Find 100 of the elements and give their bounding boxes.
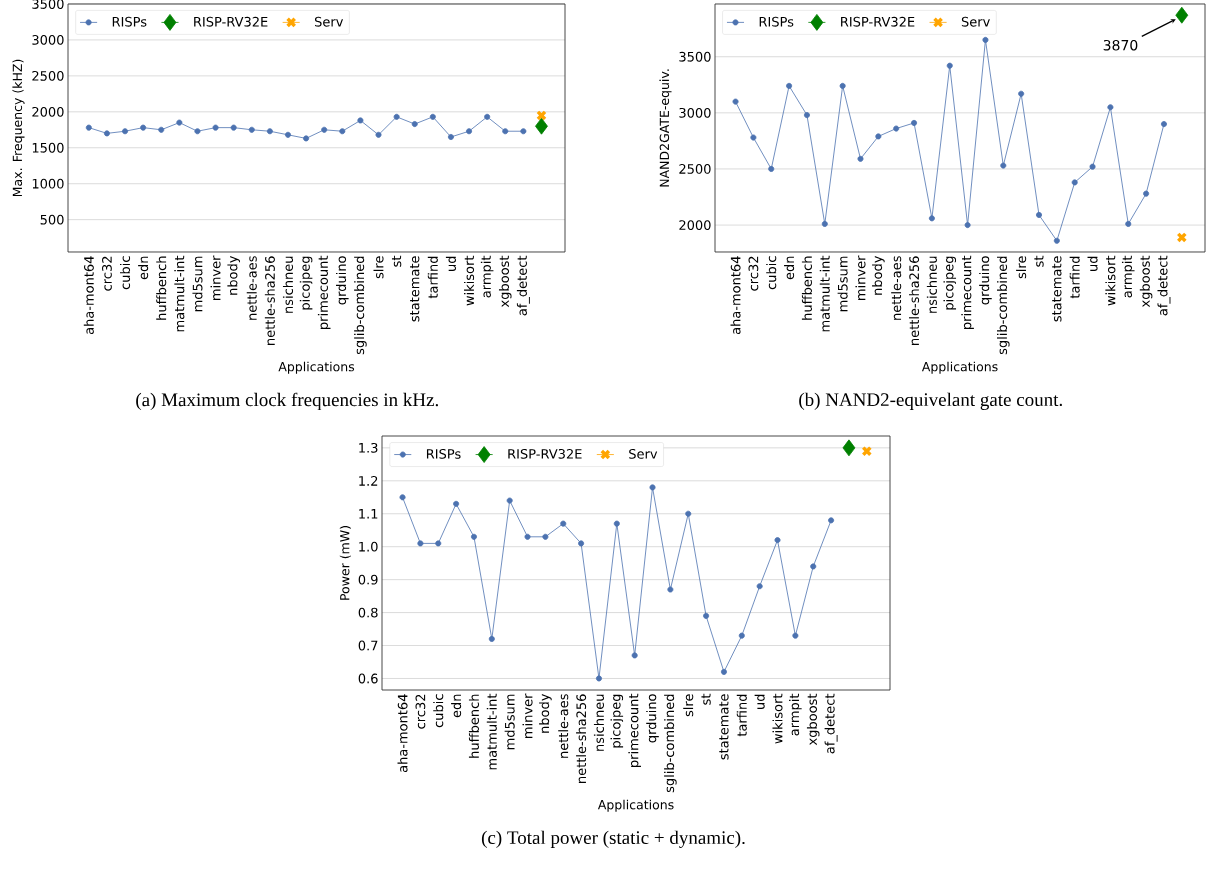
x-tick-label: af_detect — [824, 693, 838, 754]
point — [667, 586, 674, 593]
x-tick-label: nbody — [227, 255, 240, 295]
point — [453, 500, 460, 507]
point — [1176, 232, 1188, 243]
point — [1125, 220, 1132, 227]
legend-label: RISPs — [759, 16, 794, 27]
point — [176, 119, 183, 126]
x-tick-label: cubic — [766, 256, 777, 290]
point — [303, 135, 310, 142]
x-tick-label: minver — [210, 255, 221, 300]
point — [685, 510, 692, 517]
x-tick-label: md5sum — [504, 694, 515, 750]
point — [524, 533, 531, 540]
point — [875, 133, 882, 140]
legend-label: RISPs — [112, 16, 147, 27]
point — [595, 675, 602, 682]
point — [103, 130, 110, 137]
point — [284, 131, 291, 138]
y-tick-label: 0.9 — [358, 574, 378, 585]
x-tick-label: armpit — [1121, 255, 1135, 298]
point — [732, 98, 739, 105]
point — [720, 668, 727, 675]
point — [506, 497, 513, 504]
x-tick-label: nettle-sha256 — [264, 256, 275, 345]
point — [1018, 90, 1025, 97]
x-tick-label: st — [1034, 255, 1044, 267]
x-tick-label: wikisort — [1105, 255, 1116, 306]
point — [631, 652, 638, 659]
point — [893, 125, 900, 132]
point — [1036, 211, 1042, 218]
x-tick-label: xgboost — [806, 693, 820, 746]
point — [1175, 6, 1189, 24]
y-tick-label: 2000 — [679, 220, 711, 230]
x-tick-label: matmult-int — [486, 693, 497, 770]
point — [212, 124, 219, 131]
y-tick-label: 2000 — [32, 106, 64, 117]
point — [964, 222, 971, 229]
x-tick-label: primecount — [628, 693, 641, 767]
y-tick-label: 1.2 — [359, 475, 378, 486]
legend-label: Serv — [961, 16, 990, 27]
x-axis-title: Applications — [597, 799, 674, 812]
x-tick-label: qrduino — [336, 256, 349, 305]
x-tick-label: qrduino — [979, 256, 992, 305]
legend-label: Serv — [629, 448, 658, 459]
x-tick-label: nettle-aes — [246, 256, 257, 320]
x-tick-label: edn — [784, 256, 795, 280]
point — [786, 82, 793, 89]
x-tick-label: af_detect — [516, 255, 530, 316]
point — [768, 165, 775, 172]
x-tick-label: nbody — [872, 255, 885, 295]
x-tick-label: picojpeg — [299, 256, 313, 310]
point — [140, 124, 147, 131]
y-axis-title: Max. Frequency (kHZ) — [12, 59, 25, 197]
x-tick-label: ud — [754, 694, 765, 709]
x-axis-title: Applications — [278, 361, 355, 374]
y-tick-label: 3000 — [32, 35, 64, 45]
x-tick-label: sglib-combined — [664, 694, 677, 793]
point — [158, 126, 165, 133]
point — [649, 484, 656, 491]
y-tick-label: 3500 — [32, 0, 64, 9]
x-tick-label: picojpeg — [943, 256, 957, 310]
x-tick-label: slre — [683, 694, 694, 717]
x-tick-label: tarfind — [427, 256, 438, 299]
point — [578, 540, 585, 547]
x-tick-label: cubic — [120, 256, 131, 290]
x-tick-label: aha-mont64 — [397, 694, 408, 773]
point — [536, 110, 547, 121]
point — [756, 583, 763, 590]
point — [411, 121, 418, 128]
x-tick-label: picojpeg — [610, 694, 624, 748]
x-tick-label: huffbench — [156, 256, 167, 320]
point — [542, 533, 549, 540]
point — [194, 128, 201, 135]
point — [357, 117, 364, 124]
point — [470, 533, 477, 540]
x-tick-label: crc32 — [415, 694, 426, 729]
y-tick-label: 3000 — [679, 107, 711, 118]
x-tick-label: aha-mont64 — [83, 256, 94, 335]
x-tick-label: qrduino — [646, 694, 659, 743]
point — [982, 36, 989, 43]
point — [1107, 104, 1114, 111]
point — [774, 537, 781, 544]
x-tick-label: tarfind — [736, 694, 747, 737]
y-tick-label: 2500 — [679, 164, 711, 174]
x-tick-label: md5sum — [192, 256, 203, 312]
point — [703, 612, 710, 619]
point — [375, 131, 382, 138]
y-axis-title: Power (mW) — [339, 526, 351, 600]
x-tick-label: matmult-int — [819, 255, 830, 332]
y-tick-label: 0.8 — [358, 607, 378, 618]
x-tick-label: crc32 — [102, 256, 112, 291]
x-tick-label: nettle-aes — [891, 256, 902, 320]
point — [399, 494, 406, 501]
x-tick-label: slre — [373, 256, 384, 279]
point — [738, 632, 745, 639]
x-tick-label: nettle-aes — [558, 694, 569, 758]
x-tick-label: crc32 — [748, 256, 759, 291]
point — [857, 155, 864, 162]
x-tick-label: aha-mont64 — [730, 256, 741, 335]
